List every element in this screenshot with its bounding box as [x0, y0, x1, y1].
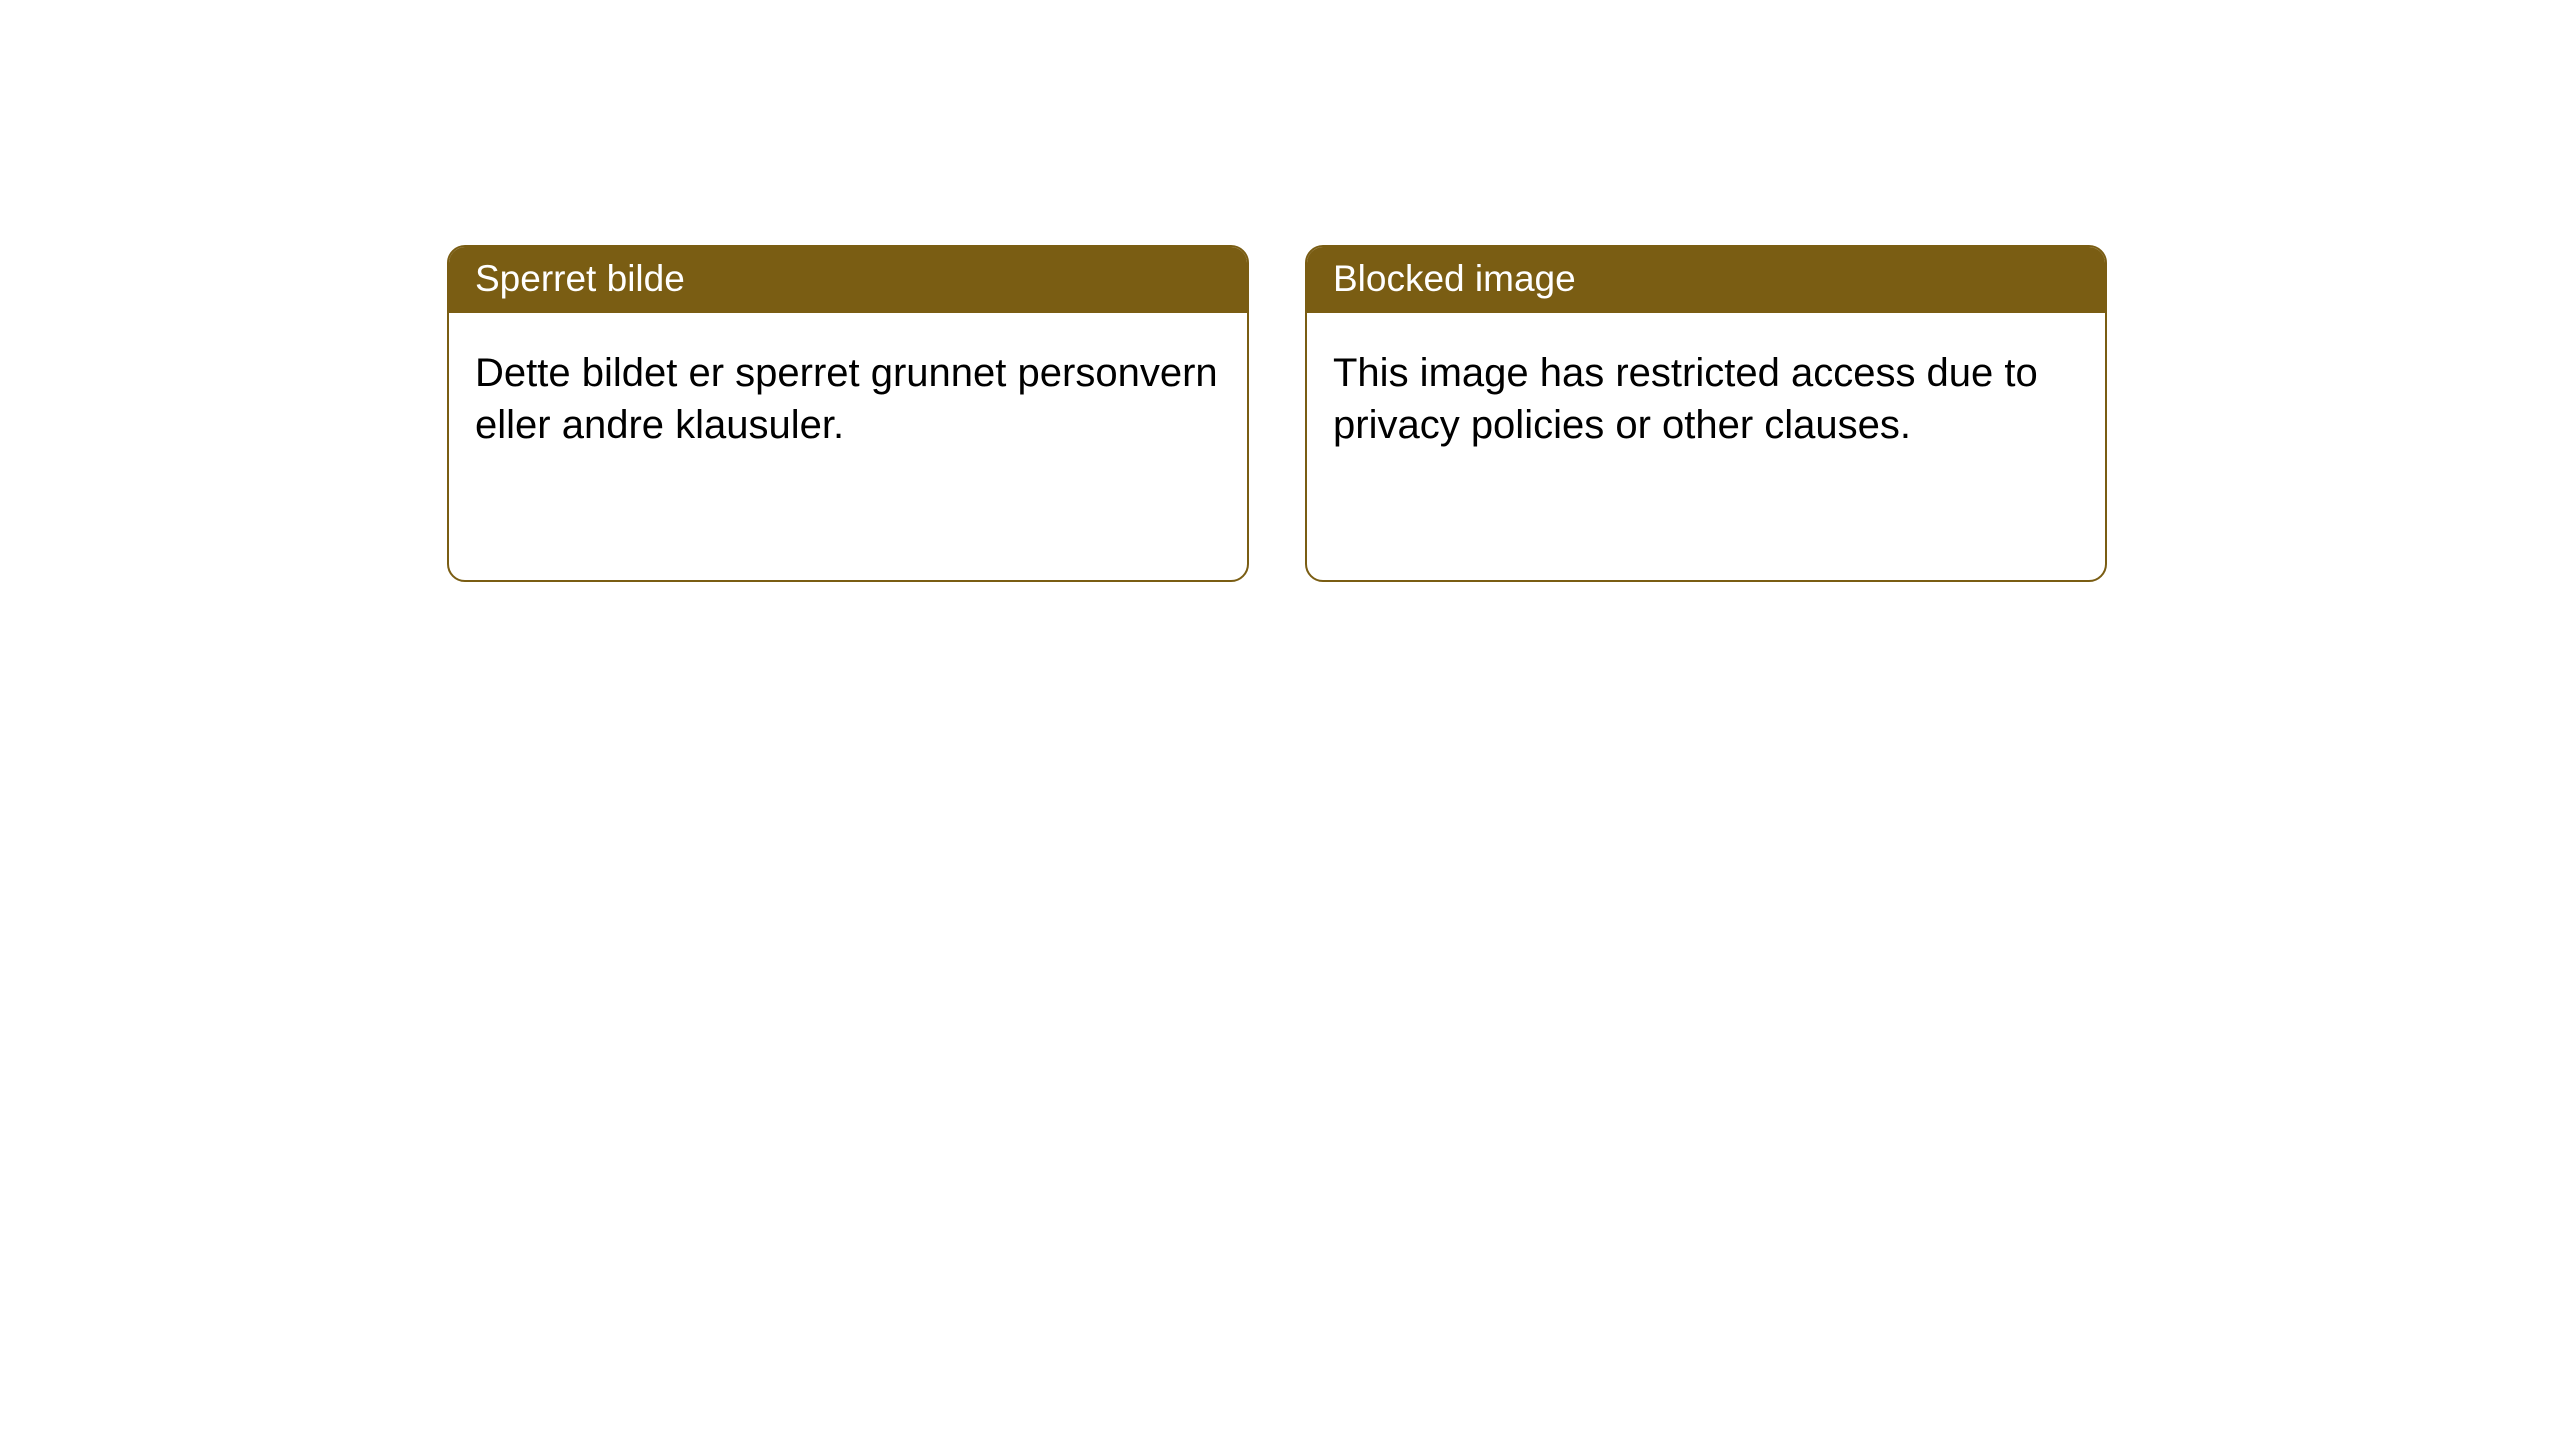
- notice-body-no: Dette bildet er sperret grunnet personve…: [449, 313, 1247, 485]
- notice-body-en: This image has restricted access due to …: [1307, 313, 2105, 485]
- notice-box-en: Blocked image This image has restricted …: [1305, 245, 2107, 582]
- notice-box-no: Sperret bilde Dette bildet er sperret gr…: [447, 245, 1249, 582]
- notice-header-no: Sperret bilde: [449, 247, 1247, 313]
- notice-header-en: Blocked image: [1307, 247, 2105, 313]
- notice-container: Sperret bilde Dette bildet er sperret gr…: [447, 245, 2107, 582]
